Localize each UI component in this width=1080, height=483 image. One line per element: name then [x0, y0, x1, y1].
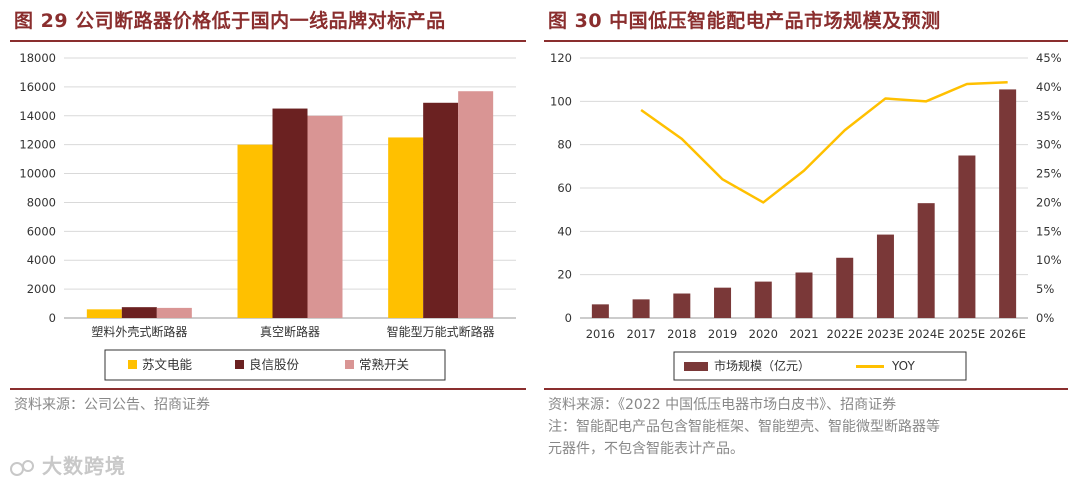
x-tick-label: 2022E [826, 327, 863, 341]
bar-2019 [714, 287, 732, 318]
y-tick-label: 14000 [19, 109, 56, 123]
right-source-rule [544, 388, 1068, 390]
legend-label: 市场规模（亿元） [714, 358, 810, 373]
right-figure-title: 图 30 中国低压智能配电产品市场规模及预测 [548, 10, 941, 32]
y2-tick-label: 35% [1036, 109, 1062, 123]
legend-label: 苏文电能 [142, 357, 193, 372]
bar-2-2 [458, 91, 494, 318]
left-source-rule [10, 388, 526, 390]
bar-0-0 [86, 309, 122, 318]
y-tick-label: 20 [557, 268, 572, 282]
y-tick-label: 2000 [27, 282, 56, 296]
watermark: 大数跨境 [10, 450, 126, 479]
breaker-price-chart: 0 2000 4000 6000 8000 10000 12000 14000 16000 180… [19, 51, 516, 381]
watermark-logo-icon [10, 459, 34, 476]
y-tick-label: 4000 [27, 253, 56, 267]
y-tick-label: 0 [49, 311, 56, 325]
legend-swatch-bar [684, 362, 708, 371]
x-tick-label: 2021 [789, 327, 818, 341]
legend-swatch [128, 360, 137, 369]
y2-tick-label: 15% [1036, 224, 1062, 238]
bar-2021 [795, 272, 813, 318]
bar-0-1 [237, 144, 273, 318]
bar-2020 [754, 281, 772, 318]
left-figure-title: 图 29 公司断路器价格低于国内一线品牌对标产品 [14, 10, 446, 32]
bar-2-0 [156, 307, 192, 318]
bar-2022E [836, 257, 854, 318]
bar-1-1 [272, 108, 308, 318]
left-figure-panel: 图 29 公司断路器价格低于国内一线品牌对标产品 0 2000 4000 6000 80… [0, 0, 530, 483]
market-size-chart: 0 20 40 60 80 100 120 0% 5% 10% 15% 20% 25% 30% 35% 40… [550, 51, 1062, 381]
left-source-text: 资料来源：公司公告、招商证券 [14, 397, 210, 413]
watermark-text: 大数跨境 [42, 454, 126, 478]
x-tick-label: 智能型万能式断路器 [387, 324, 495, 339]
bar-2025E [958, 155, 976, 318]
bar-1-0 [121, 307, 157, 318]
y-tick-label: 40 [557, 224, 572, 238]
bar-2017 [632, 299, 650, 318]
x-tick-label: 2016 [586, 327, 615, 341]
right-figure-panel: 图 30 中国低压智能配电产品市场规模及预测 0 20 40 60 80 100 120 0… [544, 0, 1080, 483]
right-note-line2: 元器件，不包含智能表计产品。 [548, 441, 744, 457]
x-tick-label: 2024E [908, 327, 945, 341]
y2-tick-label: 40% [1036, 80, 1062, 94]
y2-tick-label: 0% [1036, 311, 1054, 325]
legend-label: YOY [891, 359, 915, 373]
y-tick-label: 16000 [19, 80, 56, 94]
y-tick-label: 80 [557, 138, 572, 152]
x-tick-label: 2020 [749, 327, 778, 341]
x-tick-label: 2025E [949, 327, 986, 341]
y-tick-label: 0 [565, 311, 572, 325]
bar-2018 [673, 293, 691, 318]
x-tick-label: 真空断路器 [260, 324, 320, 339]
y2-tick-label: 25% [1036, 167, 1062, 181]
y-tick-label: 100 [550, 94, 572, 108]
y2-tick-label: 45% [1036, 51, 1062, 65]
y2-tick-label: 30% [1036, 138, 1062, 152]
bar-2024E [917, 203, 935, 318]
legend-label: 良信股份 [249, 357, 300, 372]
left-title-rule [10, 40, 526, 42]
legend-swatch [235, 360, 244, 369]
x-tick-label: 2026E [989, 327, 1026, 341]
x-tick-label: 塑料外壳式断路器 [91, 324, 187, 339]
y-tick-label: 120 [550, 51, 572, 65]
right-title-rule [544, 40, 1068, 42]
x-tick-label: 2018 [667, 327, 696, 341]
x-tick-label: 2017 [626, 327, 655, 341]
bar-2026E [999, 89, 1017, 318]
bar-2016 [591, 304, 609, 318]
bar-2023E [876, 234, 894, 318]
legend-box [104, 349, 446, 381]
x-tick-label: 2019 [708, 327, 737, 341]
legend-box [673, 351, 967, 381]
y-tick-label: 18000 [19, 51, 56, 65]
legend-swatch [345, 360, 354, 369]
x-tick-label: 2023E [867, 327, 904, 341]
yoy-line [640, 81, 1008, 204]
y-tick-label: 6000 [27, 224, 56, 238]
y2-tick-label: 5% [1036, 282, 1054, 296]
y-tick-label: 12000 [19, 138, 56, 152]
y-tick-label: 8000 [27, 195, 56, 209]
legend-label: 常熟开关 [359, 357, 409, 372]
y-tick-label: 60 [557, 181, 572, 195]
y2-tick-label: 10% [1036, 253, 1062, 267]
bar-1-2 [423, 102, 459, 319]
right-note-line1: 注：智能配电产品包含智能框架、智能塑壳、智能微型断路器等 [548, 419, 940, 435]
y-tick-label: 10000 [19, 167, 56, 181]
bar-0-2 [388, 137, 424, 318]
y2-tick-label: 20% [1036, 195, 1062, 209]
bar-2-1 [307, 115, 343, 319]
right-source-text: 资料来源：《2022 中国低压电器市场白皮书》、招商证券 [548, 397, 897, 413]
